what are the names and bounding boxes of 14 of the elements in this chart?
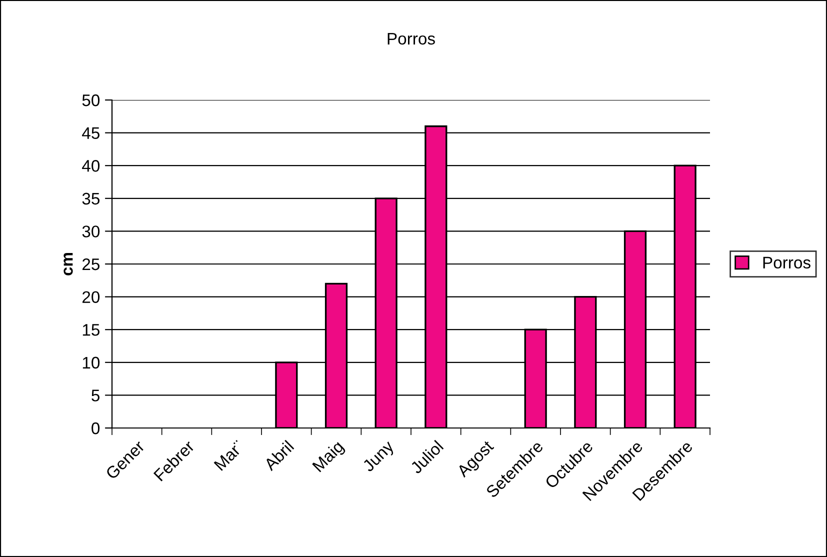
y-tick-label: 10	[82, 356, 100, 369]
legend-label: Porros	[763, 256, 810, 269]
chart-title: Porros	[388, 32, 435, 45]
y-tick-label: 40	[82, 160, 100, 172]
y-tick-label: 30	[82, 226, 100, 238]
y-tick-label: 25	[82, 258, 100, 270]
y-tick-label: 5	[92, 390, 100, 402]
y-tick-label: 35	[82, 192, 100, 205]
y-tick-label: 45	[82, 127, 100, 140]
y-tick-label: 15	[82, 324, 100, 336]
y-tick-label: 20	[82, 291, 100, 304]
y-tick-label: 0	[92, 422, 100, 434]
y-axis-title: cm	[64, 252, 73, 276]
y-tick-label: 50	[82, 94, 100, 106]
